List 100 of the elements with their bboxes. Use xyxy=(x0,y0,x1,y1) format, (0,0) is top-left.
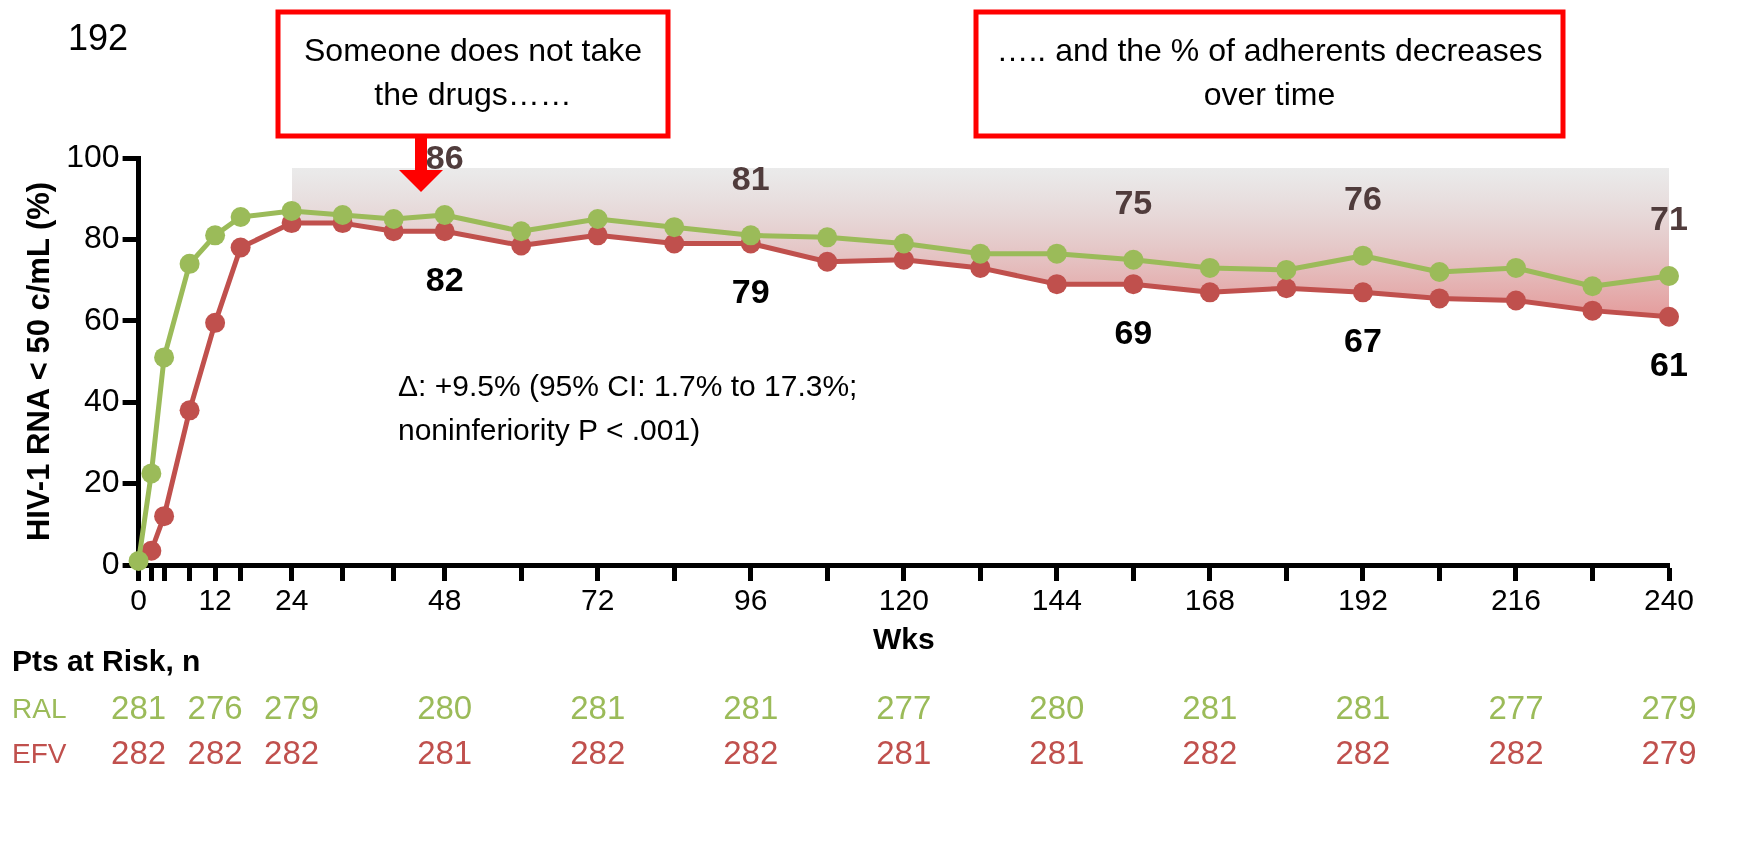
x-tick-label: 216 xyxy=(1490,583,1541,617)
point xyxy=(434,204,455,225)
text: 277 xyxy=(1488,689,1544,727)
point xyxy=(1123,274,1144,295)
point xyxy=(332,204,353,225)
point xyxy=(205,225,226,246)
data-label: 75 xyxy=(1114,183,1153,222)
point xyxy=(434,221,455,242)
text: ….. and the % of adherents decreases over time xyxy=(996,31,1543,112)
point xyxy=(664,217,685,238)
point xyxy=(1199,282,1220,303)
text: 281 xyxy=(570,689,626,727)
x-tick-label: 0 xyxy=(130,583,147,617)
text: Pts at Risk, n xyxy=(12,644,201,678)
point xyxy=(154,506,175,527)
point xyxy=(205,312,226,333)
point xyxy=(1505,290,1526,311)
x-tick-label: 192 xyxy=(1337,583,1388,617)
x-tick-label: 240 xyxy=(1643,583,1695,617)
point xyxy=(383,209,404,230)
text: 281 xyxy=(1029,734,1085,772)
annotation: Δ: +9.5% (95% CI: 1.7% to 17.3%; noninferiority P < .001) xyxy=(398,369,858,447)
text: 282 xyxy=(570,734,626,772)
text: 281 xyxy=(723,689,779,727)
x-tick-label: 24 xyxy=(274,583,309,617)
data-label: 79 xyxy=(731,271,770,310)
point xyxy=(281,200,302,221)
x-tick-label: 144 xyxy=(1031,583,1082,617)
text: 276 xyxy=(187,689,243,727)
point xyxy=(1429,261,1450,282)
point xyxy=(230,237,251,258)
text: 280 xyxy=(417,689,473,727)
text: 281 xyxy=(417,734,473,772)
point xyxy=(511,221,532,242)
data-label: 86 xyxy=(425,138,464,177)
data-label: 61 xyxy=(1650,345,1688,384)
text: 281 xyxy=(876,734,932,772)
text: Someone does not take the drugs…… xyxy=(303,31,643,112)
x-tick-label: 120 xyxy=(878,583,929,617)
point xyxy=(817,227,838,248)
text: 279 xyxy=(1641,734,1697,772)
y-tick-label: 0 xyxy=(101,544,120,581)
point xyxy=(1276,278,1297,299)
data-label: 69 xyxy=(1114,312,1153,351)
text: 192 xyxy=(68,16,129,58)
text: 281 xyxy=(111,689,167,727)
data-label: 67 xyxy=(1344,320,1382,359)
y-tick-label: 80 xyxy=(84,219,120,256)
point xyxy=(893,249,914,270)
point xyxy=(154,347,175,368)
point xyxy=(587,209,608,230)
x-tick-label: 168 xyxy=(1184,583,1235,617)
text: 282 xyxy=(111,734,167,772)
point xyxy=(1123,249,1144,270)
text: 282 xyxy=(1488,734,1544,772)
x-tick-label: 48 xyxy=(427,583,462,617)
text: 282 xyxy=(264,734,320,772)
y-axis-title: HIV-1 RNA < 50 c/mL (%) xyxy=(21,181,57,542)
y-tick-label: 40 xyxy=(84,382,120,419)
point xyxy=(1429,288,1450,309)
data-label: 82 xyxy=(425,259,464,298)
point xyxy=(1046,274,1067,295)
point xyxy=(128,550,149,571)
point xyxy=(817,251,838,272)
point xyxy=(1582,276,1603,297)
y-tick-label: 20 xyxy=(84,463,120,500)
text: 280 xyxy=(1029,689,1085,727)
text: 282 xyxy=(1182,734,1238,772)
data-label: 81 xyxy=(731,158,770,197)
point xyxy=(1046,243,1067,264)
text: 279 xyxy=(264,689,320,727)
x-axis-title: Wks xyxy=(872,622,935,656)
point xyxy=(1276,259,1297,280)
point xyxy=(1659,266,1679,287)
data-label: 71 xyxy=(1650,199,1688,238)
data-label: 76 xyxy=(1344,179,1382,218)
y-tick-label: 60 xyxy=(84,300,120,337)
point xyxy=(1352,245,1373,266)
point xyxy=(740,225,761,246)
text: 281 xyxy=(1335,689,1391,727)
x-tick-label: 72 xyxy=(581,583,615,617)
point xyxy=(1199,257,1220,278)
text: 282 xyxy=(723,734,779,772)
point xyxy=(970,243,991,264)
text: 281 xyxy=(1182,689,1238,727)
text: 282 xyxy=(187,734,243,772)
y-tick-label: 100 xyxy=(66,137,120,174)
text: 282 xyxy=(1335,734,1391,772)
text: 277 xyxy=(876,689,932,727)
text: 279 xyxy=(1641,689,1697,727)
x-tick-label: 12 xyxy=(198,583,232,617)
x-tick-label: 96 xyxy=(734,583,768,617)
point xyxy=(179,253,200,274)
point xyxy=(141,463,162,484)
point xyxy=(1659,306,1679,327)
point xyxy=(1582,300,1603,321)
point xyxy=(230,207,251,228)
text: RAL xyxy=(12,692,67,724)
point xyxy=(893,233,914,254)
point xyxy=(179,400,200,421)
